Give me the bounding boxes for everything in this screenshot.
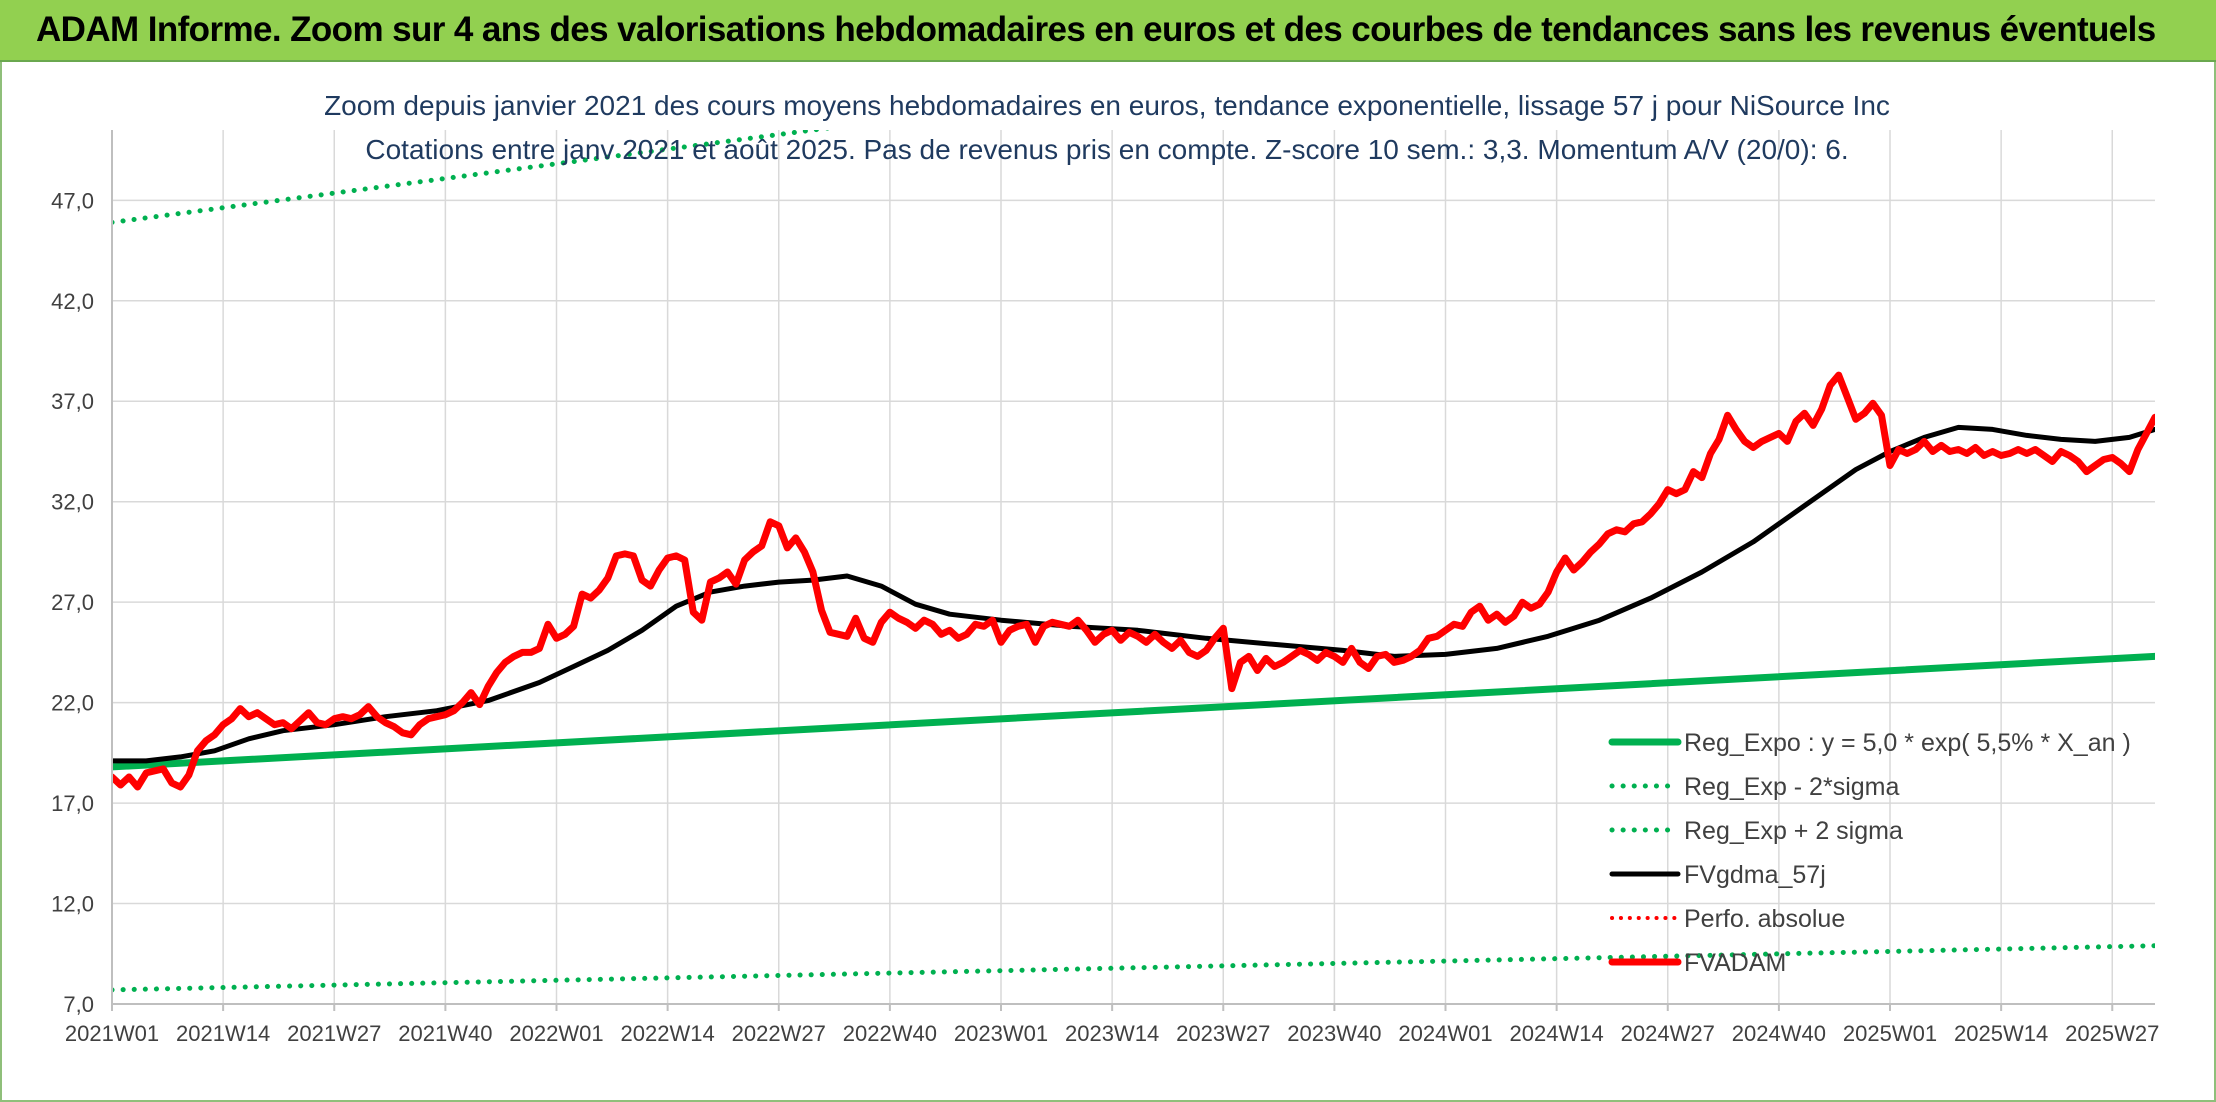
y-tick-label-5: 32,0: [51, 490, 94, 515]
y-tick-label-0: 7,0: [63, 992, 94, 1017]
series-line-0: [112, 652, 2155, 771]
x-tick-label-10: 2023W27: [1176, 1021, 1270, 1046]
chart-subtitle: Cotations entre janv 2021 et août 2025. …: [365, 134, 1848, 165]
y-tick-label-1: 12,0: [51, 892, 94, 917]
x-tick-label-17: 2025W14: [1954, 1021, 2048, 1046]
y-tick-label-3: 22,0: [51, 691, 94, 716]
y-tick-label-6: 37,0: [51, 389, 94, 414]
x-tick-label-9: 2023W14: [1065, 1021, 1159, 1046]
legend-label-5: FVADAM: [1684, 949, 1786, 977]
line-chart: 7,0 12,0 17,0 22,0 27,0 32,0 37,0 42,0 47,0 2021W…: [51, 90, 2159, 1046]
series-line-1: [112, 943, 2155, 993]
header-banner: ADAM Informe. Zoom sur 4 ans des valoris…: [0, 0, 2216, 62]
x-tick-label-12: 2024W01: [1398, 1021, 1492, 1046]
chart-axes: 7,0 12,0 17,0 22,0 27,0 32,0 37,0 42,0 47,0 2021W…: [51, 130, 2159, 1046]
series-line-2: [112, 130, 833, 225]
legend-label-0: Reg_Expo : y = 5,0 * exp( 5,5% * X_an ): [1684, 729, 2131, 757]
series-layer: [112, 130, 2155, 993]
legend-label-2: Reg_Exp + 2 sigma: [1684, 817, 1903, 845]
y-tick-label-4: 27,0: [51, 590, 94, 615]
chart-title: Zoom depuis janvier 2021 des cours moyen…: [324, 90, 1890, 121]
report-title: ADAM Informe. Zoom sur 4 ans des valoris…: [36, 10, 2156, 49]
chart-grid: [111, 130, 2155, 1005]
x-tick-label-6: 2022W27: [732, 1021, 826, 1046]
x-tick-label-18: 2025W27: [2065, 1021, 2159, 1046]
legend-label-1: Reg_Exp - 2*sigma: [1684, 773, 1899, 801]
x-tick-label-14: 2024W27: [1621, 1021, 1715, 1046]
x-tick-label-7: 2022W40: [843, 1021, 937, 1046]
x-tick-label-3: 2021W40: [398, 1021, 492, 1046]
x-tick-label-13: 2024W14: [1510, 1021, 1604, 1046]
y-tick-label-2: 17,0: [51, 791, 94, 816]
x-tick-label-8: 2023W01: [954, 1021, 1048, 1046]
x-tick-label-0: 2021W01: [65, 1021, 159, 1046]
x-tick-label-5: 2022W14: [621, 1021, 715, 1046]
y-tick-label-8: 47,0: [51, 188, 94, 213]
x-tick-label-2: 2021W27: [287, 1021, 381, 1046]
x-tick-label-1: 2021W14: [176, 1021, 270, 1046]
legend-label-4: Perfo. absolue: [1684, 905, 1845, 933]
chart-legend: Reg_Expo : y = 5,0 * exp( 5,5% * X_an ) R…: [1608, 729, 2131, 977]
series-line-5: [112, 371, 2155, 791]
x-tick-label-16: 2025W01: [1843, 1021, 1937, 1046]
x-tick-label-11: 2023W40: [1287, 1021, 1381, 1046]
y-tick-label-7: 42,0: [51, 289, 94, 314]
x-tick-label-15: 2024W40: [1732, 1021, 1826, 1046]
legend-label-3: FVgdma_57j: [1684, 861, 1826, 889]
x-tick-label-4: 2022W01: [509, 1021, 603, 1046]
